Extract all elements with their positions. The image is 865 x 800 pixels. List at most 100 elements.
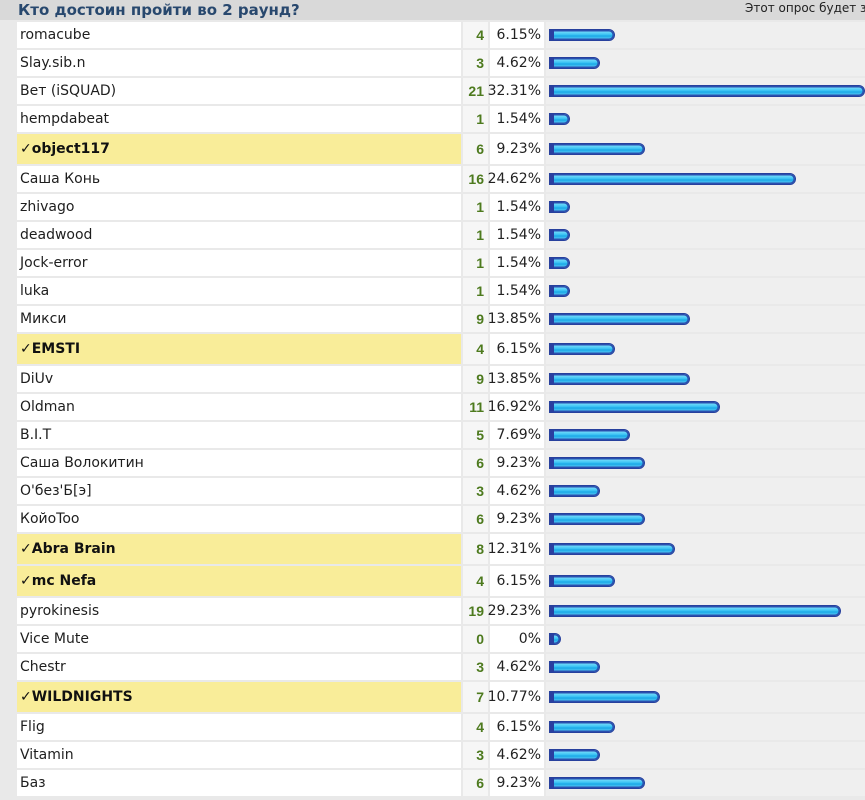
option-vote-count: 3 [463, 654, 488, 680]
option-bar-track [546, 394, 865, 420]
poll-option-row: zhivago 1 1.54% [0, 194, 865, 220]
option-percent: 9.23% [490, 770, 544, 796]
option-percent-bar [549, 229, 570, 241]
option-name: ✓object117 [17, 134, 461, 164]
option-percent-bar [549, 29, 615, 41]
option-percent: 0% [490, 626, 544, 652]
option-percent-bar [549, 143, 645, 155]
option-vote-count: 3 [463, 50, 488, 76]
option-bar-track [546, 598, 865, 624]
option-name: Микси [17, 306, 461, 332]
poll-option-row: Flig 4 6.15% [0, 714, 865, 740]
option-vote-count: 1 [463, 278, 488, 304]
poll-option-row: deadwood 1 1.54% [0, 222, 865, 248]
option-vote-count: 3 [463, 742, 488, 768]
option-name: romacube [17, 22, 461, 48]
poll-option-row: Баз 6 9.23% [0, 770, 865, 796]
option-percent-bar [549, 485, 600, 497]
option-percent-bar [549, 173, 796, 185]
option-vote-count: 21 [463, 78, 488, 104]
option-name: ✓Abra Brain [17, 534, 461, 564]
option-name: DiUv [17, 366, 461, 392]
option-vote-count: 4 [463, 22, 488, 48]
option-percent-bar [549, 313, 690, 325]
option-bar-track [546, 194, 865, 220]
option-percent-bar [549, 721, 615, 733]
option-bar-track [546, 742, 865, 768]
option-percent: 4.62% [490, 654, 544, 680]
option-percent: 29.23% [488, 598, 544, 624]
option-name: КойоToo [17, 506, 461, 532]
option-percent-bar [549, 257, 570, 269]
option-name: Chestr [17, 654, 461, 680]
option-percent-bar [549, 429, 630, 441]
option-name: Vitamin [17, 742, 461, 768]
option-bar-track [546, 78, 865, 104]
option-vote-count: 1 [463, 222, 488, 248]
option-percent: 4.62% [490, 742, 544, 768]
option-bar-track [546, 166, 865, 192]
option-percent: 7.69% [490, 422, 544, 448]
poll-option-row-selected: ✓mc Nefa 4 6.15% [0, 566, 865, 596]
option-percent: 6.15% [490, 22, 544, 48]
option-name: luka [17, 278, 461, 304]
option-name: Flig [17, 714, 461, 740]
poll-option-row: luka 1 1.54% [0, 278, 865, 304]
option-percent-bar [549, 201, 570, 213]
option-name: Slay.sib.n [17, 50, 461, 76]
poll-close-note: Этот опрос будет зак [745, 1, 865, 15]
option-percent: 24.62% [488, 166, 544, 192]
option-name: Jock-error [17, 250, 461, 276]
option-bar-track [546, 250, 865, 276]
poll-option-row: Slay.sib.n 3 4.62% [0, 50, 865, 76]
option-percent-bar [549, 113, 570, 125]
option-percent: 1.54% [490, 194, 544, 220]
option-bar-track [546, 770, 865, 796]
option-percent: 13.85% [488, 366, 544, 392]
poll-option-row-selected: ✓EMSTI 4 6.15% [0, 334, 865, 364]
option-name: Oldman [17, 394, 461, 420]
option-name: hempdabeat [17, 106, 461, 132]
poll-option-row: Вет (iSQUAD) 21 32.31% [0, 78, 865, 104]
option-percent-bar [549, 575, 615, 587]
option-percent-bar [549, 457, 645, 469]
option-name: ✓mc Nefa [17, 566, 461, 596]
poll-option-row: B.I.T 5 7.69% [0, 422, 865, 448]
option-vote-count: 4 [463, 334, 488, 364]
option-name: zhivago [17, 194, 461, 220]
option-percent-bar [549, 373, 690, 385]
option-name: Баз [17, 770, 461, 796]
option-bar-track [546, 714, 865, 740]
option-bar-track [546, 626, 865, 652]
option-percent: 6.15% [490, 566, 544, 596]
poll-option-row: Vitamin 3 4.62% [0, 742, 865, 768]
option-vote-count: 1 [463, 250, 488, 276]
option-percent-bar [549, 85, 865, 97]
option-percent-bar [549, 777, 645, 789]
poll-option-row: Vice Mute 0 0% [0, 626, 865, 652]
poll-option-row: Микси 9 13.85% [0, 306, 865, 332]
poll-header: Кто достоин пройти во 2 раунд? Этот опро… [0, 0, 865, 20]
option-name: ✓WILDNIGHTS [17, 682, 461, 712]
option-vote-count: 16 [463, 166, 488, 192]
option-name: deadwood [17, 222, 461, 248]
option-bar-track [546, 22, 865, 48]
option-bar-track [546, 306, 865, 332]
poll-option-row: Oldman 11 16.92% [0, 394, 865, 420]
option-vote-count: 1 [463, 194, 488, 220]
option-vote-count: 3 [463, 478, 488, 504]
option-bar-track [546, 106, 865, 132]
option-bar-track [546, 422, 865, 448]
option-percent: 1.54% [490, 250, 544, 276]
option-percent-bar [549, 749, 600, 761]
option-name: B.I.T [17, 422, 461, 448]
option-percent-bar [549, 661, 600, 673]
option-vote-count: 4 [463, 566, 488, 596]
option-percent: 4.62% [490, 478, 544, 504]
option-vote-count: 6 [463, 134, 488, 164]
option-bar-track [546, 534, 865, 564]
option-percent: 9.23% [490, 450, 544, 476]
option-bar-track [546, 222, 865, 248]
option-bar-track [546, 450, 865, 476]
option-vote-count: 9 [463, 366, 488, 392]
